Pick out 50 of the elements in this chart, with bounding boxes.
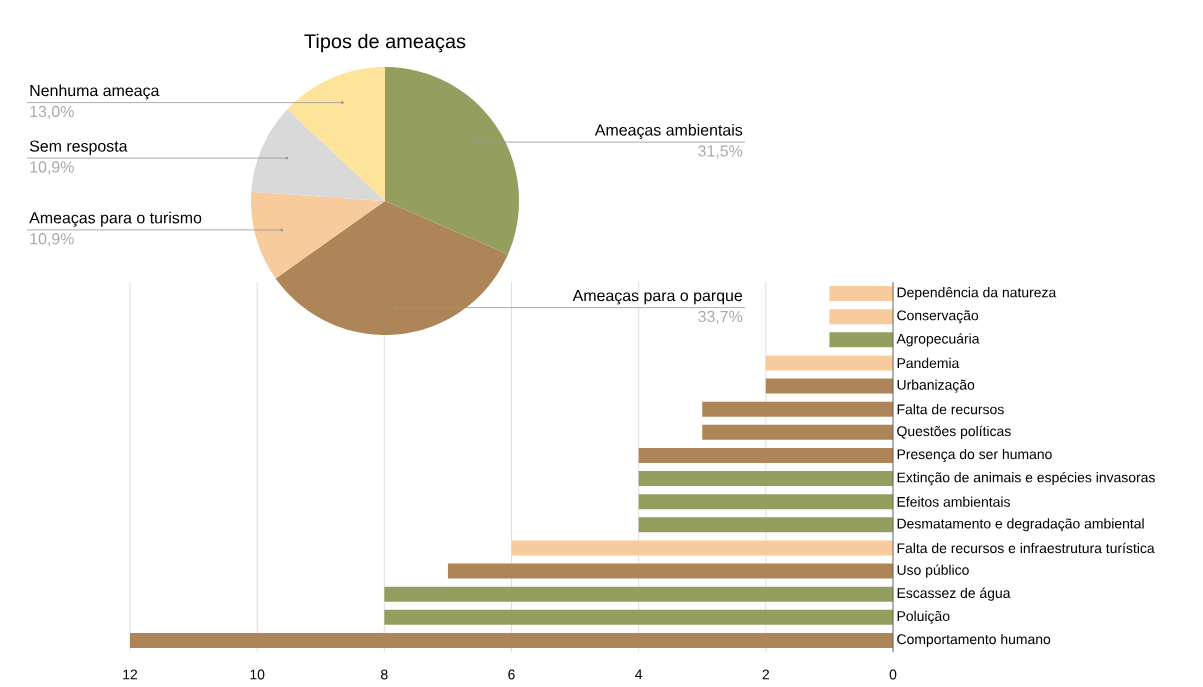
bar [129,632,893,648]
bar [638,494,893,510]
slice-label: Ameaças ambientais [594,123,743,139]
slice-label: Ameaças para o parque [572,290,743,305]
x-tick-label: 6 [508,669,515,680]
slice-label: Nenhuma ameaça [30,84,160,100]
x-tick-label: 8 [381,669,388,680]
y-tick-label: Urbanização [897,379,975,393]
x-tick-label: 12 [123,669,138,680]
y-tick-label: Efeitos ambientais [897,496,1010,507]
data-label: 10,9% [30,161,74,175]
x-tick-label: 2 [762,669,770,680]
x-tick-label: 10 [250,669,265,680]
y-tick-label: Conservação [897,310,979,324]
data-label: 33,7% [698,310,743,324]
y-tick-label: Uso público [897,564,969,578]
bar [829,286,893,302]
y-tick-label: Poluição [897,610,950,624]
y-tick-label: Falta de recursos [897,404,1004,415]
bar [447,563,893,579]
x-tick-label: 0 [889,669,897,680]
y-tick-label: Dependência da natureza [897,287,1057,301]
data-label: 10,9% [30,233,74,247]
bar [384,609,893,625]
data-label: 31,5% [698,145,743,159]
bar [829,332,893,348]
y-tick-label: Questões políticas [897,425,1011,439]
y-tick-label: Comportamento humano [897,633,1051,647]
slice-label: Ameaças para o turismo [29,211,202,227]
bar [638,517,893,533]
bar [638,471,893,487]
y-tick-label: Desmatamento e degradação ambiental [897,518,1144,532]
y-tick-label: Escassez de água [897,587,1011,601]
slice-label: Sem resposta [29,140,128,155]
data-label: 13,0% [30,105,74,119]
y-tick-label: Extinção de animais e espécies invasoras [897,471,1155,486]
bar [765,355,893,371]
chart-title: Tipos de ameaças [304,33,466,53]
x-tick-label: 4 [635,669,643,680]
y-tick-label: Falta de recursos e infraestrutura turística [897,542,1155,554]
bar [829,309,893,325]
bar [765,378,893,394]
y-tick-label: Presença do ser humano [897,448,1052,462]
bar [384,586,893,602]
bar [638,447,893,463]
bar [702,401,893,417]
bar [511,540,893,556]
bar [702,424,893,440]
y-tick-label: Agropecuária [896,333,980,347]
y-tick-label: Pandemia [897,357,960,369]
